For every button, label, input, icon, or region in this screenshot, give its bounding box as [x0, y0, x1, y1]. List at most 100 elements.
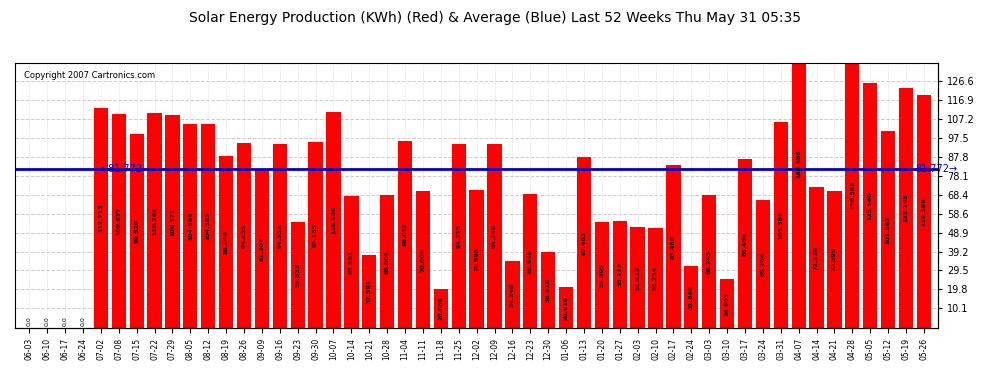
Text: 20.086: 20.086 — [439, 297, 444, 321]
Text: 38.816: 38.816 — [545, 278, 550, 302]
Bar — [290, 222, 305, 328]
Bar — [595, 222, 609, 328]
Bar — [845, 62, 859, 328]
Bar — [237, 143, 251, 328]
Text: 109.627: 109.627 — [116, 207, 121, 236]
Bar — [881, 130, 895, 328]
Text: 119.389: 119.389 — [922, 197, 927, 226]
Text: 94.248: 94.248 — [492, 224, 497, 248]
Text: 81.772→: 81.772→ — [915, 164, 957, 174]
Text: 94.315: 94.315 — [456, 224, 461, 248]
Bar — [917, 95, 931, 328]
Text: 136.582: 136.582 — [849, 180, 854, 209]
Bar — [792, 0, 806, 328]
Bar — [112, 114, 126, 328]
Text: 0.0: 0.0 — [27, 316, 32, 326]
Text: 70.598: 70.598 — [474, 247, 479, 271]
Text: 99.520: 99.520 — [135, 219, 140, 243]
Text: 94.532: 94.532 — [277, 224, 282, 248]
Text: 109.371: 109.371 — [170, 207, 175, 236]
Bar — [183, 124, 197, 328]
Bar — [755, 200, 770, 328]
Bar — [272, 144, 287, 328]
Bar — [648, 228, 662, 328]
Text: 105.386: 105.386 — [778, 211, 783, 240]
Bar — [130, 134, 144, 328]
Text: 20.916: 20.916 — [563, 296, 568, 320]
Bar — [94, 108, 108, 328]
Text: 86.404: 86.404 — [742, 232, 747, 256]
Bar — [810, 187, 824, 328]
Bar — [631, 227, 644, 328]
Bar — [773, 123, 788, 328]
Text: 68.910: 68.910 — [528, 249, 533, 273]
Bar — [201, 124, 216, 328]
Text: 68.004: 68.004 — [385, 250, 390, 274]
Text: 81.307: 81.307 — [259, 237, 264, 261]
Text: 70.006: 70.006 — [421, 248, 426, 272]
Text: Copyright 2007 Cartronics.com: Copyright 2007 Cartronics.com — [24, 71, 155, 80]
Bar — [434, 289, 448, 328]
Text: 67.891: 67.891 — [348, 250, 353, 274]
Bar — [219, 156, 234, 328]
Bar — [666, 165, 680, 328]
Text: 83.486: 83.486 — [671, 234, 676, 259]
Text: 54.533: 54.533 — [295, 263, 300, 287]
Bar — [738, 159, 752, 328]
Text: 70.395: 70.395 — [832, 247, 837, 272]
Text: 110.269: 110.269 — [152, 206, 157, 235]
Bar — [720, 279, 735, 328]
Text: 68.245: 68.245 — [707, 249, 712, 274]
Text: 51.254: 51.254 — [653, 266, 658, 290]
Bar — [577, 158, 591, 328]
Bar — [148, 113, 161, 328]
Text: 112.713: 112.713 — [98, 204, 103, 232]
Text: 55.113: 55.113 — [617, 262, 623, 286]
Text: 34.248: 34.248 — [510, 282, 515, 307]
Text: 65.706: 65.706 — [760, 252, 765, 276]
Text: 104.664: 104.664 — [188, 212, 193, 240]
Text: 110.606: 110.606 — [331, 206, 336, 234]
Text: 54.305: 54.305 — [599, 263, 604, 287]
Text: Solar Energy Production (KWh) (Red) & Average (Blue) Last 52 Weeks Thu May 31 05: Solar Energy Production (KWh) (Red) & Av… — [189, 11, 801, 25]
Text: 0.0: 0.0 — [45, 316, 50, 326]
Bar — [523, 194, 538, 328]
Bar — [254, 170, 269, 328]
Text: 72.228: 72.228 — [814, 246, 819, 270]
Text: 168.686: 168.686 — [796, 149, 801, 178]
Bar — [505, 261, 520, 328]
Text: 0.0: 0.0 — [62, 316, 67, 326]
Text: 96.052: 96.052 — [403, 222, 408, 246]
Text: 0.0: 0.0 — [80, 316, 85, 326]
Text: 123.148: 123.148 — [904, 194, 909, 222]
Bar — [469, 190, 484, 328]
Text: 125.560: 125.560 — [867, 191, 873, 220]
Bar — [559, 287, 573, 328]
Text: 37.591: 37.591 — [366, 279, 372, 303]
Bar — [863, 83, 877, 328]
Text: 88.049: 88.049 — [224, 230, 229, 254]
Text: 31.866: 31.866 — [689, 285, 694, 309]
Bar — [613, 220, 627, 328]
Bar — [899, 88, 913, 328]
Text: ←81.772: ←81.772 — [101, 164, 143, 174]
Bar — [380, 195, 394, 328]
Bar — [398, 141, 412, 328]
Text: 104.383: 104.383 — [206, 212, 211, 240]
Bar — [416, 192, 430, 328]
Bar — [702, 195, 717, 328]
Bar — [487, 144, 502, 328]
Bar — [684, 266, 699, 328]
Bar — [165, 115, 179, 328]
Text: 101.262: 101.262 — [886, 215, 891, 243]
Bar — [541, 252, 555, 328]
Text: 24.903: 24.903 — [725, 292, 730, 316]
Bar — [451, 144, 466, 328]
Bar — [309, 142, 323, 328]
Text: 51.613: 51.613 — [636, 266, 641, 290]
Bar — [362, 255, 376, 328]
Bar — [345, 196, 358, 328]
Text: 87.463: 87.463 — [581, 231, 586, 255]
Text: 95.135: 95.135 — [313, 223, 318, 248]
Text: 94.635: 94.635 — [242, 224, 247, 248]
